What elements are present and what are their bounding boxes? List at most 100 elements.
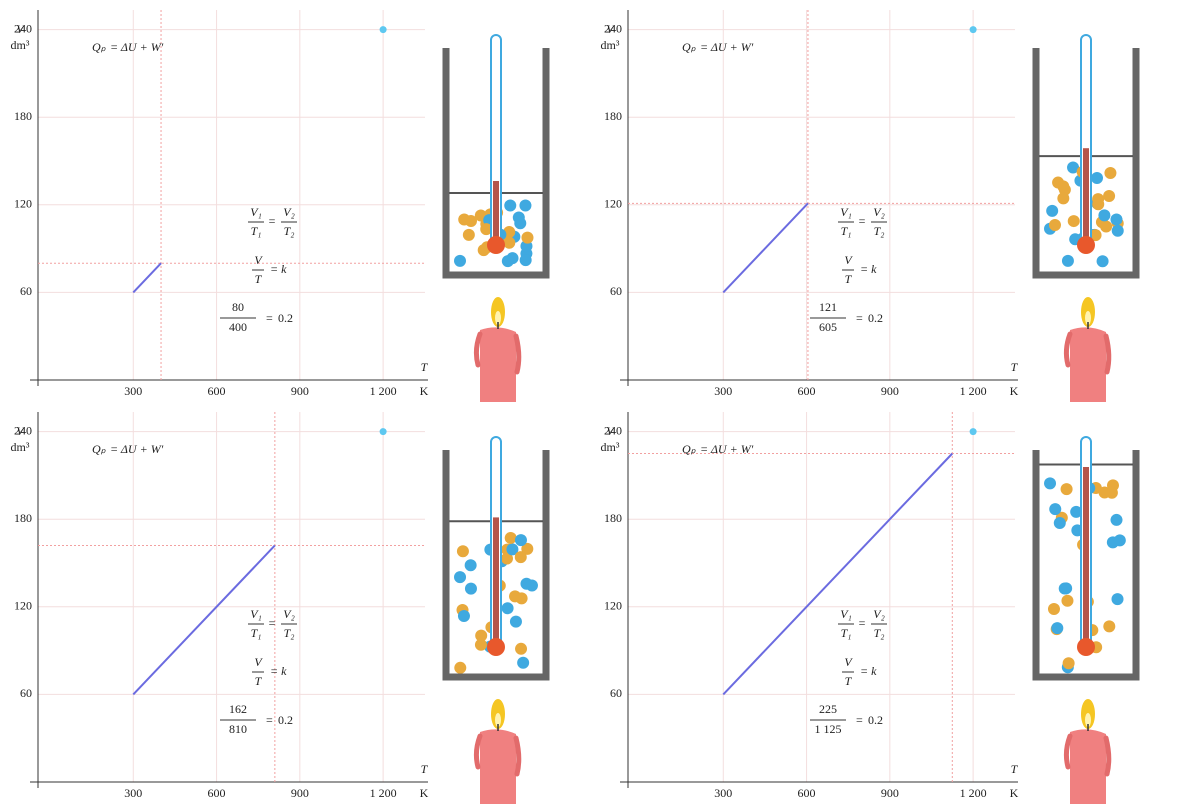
particle xyxy=(504,199,516,211)
y-axis-unit: dm³ xyxy=(601,440,620,454)
panel: 601201802403006009001 200Vdm³TKQₚ= ΔU + … xyxy=(11,412,546,804)
particle xyxy=(475,630,487,642)
law-left-numerator: V₁ xyxy=(250,205,262,219)
particle xyxy=(1068,215,1080,227)
y-tick-label: 180 xyxy=(604,109,622,123)
x-tick-label: 300 xyxy=(124,384,142,398)
const-denominator: T xyxy=(845,272,853,286)
data-line xyxy=(133,263,161,292)
law-op: = xyxy=(859,616,866,630)
const-denominator: T xyxy=(255,674,263,688)
particle xyxy=(515,551,527,563)
marker-point xyxy=(380,428,387,435)
x-axis-unit: K xyxy=(1010,786,1019,800)
readout-t: 605 xyxy=(819,320,837,334)
x-tick-label: 1 200 xyxy=(960,384,987,398)
heat-eq-lhs: Qₚ xyxy=(92,442,107,456)
data-line xyxy=(723,454,952,695)
particle xyxy=(505,532,517,544)
y-tick-label: 60 xyxy=(610,686,622,700)
particle xyxy=(454,571,466,583)
law-right-numerator: V₂ xyxy=(873,205,885,219)
particle xyxy=(1051,622,1063,634)
particle xyxy=(1104,167,1116,179)
particle xyxy=(521,232,533,244)
particle xyxy=(1111,514,1123,526)
readout-equals: = xyxy=(266,311,273,325)
const-numerator: V xyxy=(844,655,853,669)
heat-eq-rhs: = ΔU + W′ xyxy=(700,442,754,456)
law-right-denominator: T₂ xyxy=(874,626,885,640)
particle xyxy=(502,255,514,267)
x-axis-unit: K xyxy=(420,786,429,800)
readout-k: 0.2 xyxy=(868,311,883,325)
readout-k: 0.2 xyxy=(278,311,293,325)
x-axis-label: T xyxy=(1011,762,1019,776)
const-numerator: V xyxy=(254,253,263,267)
readout-t: 1 125 xyxy=(815,722,842,736)
law-left-denominator: T₁ xyxy=(251,626,262,640)
x-tick-label: 300 xyxy=(714,786,732,800)
law-op: = xyxy=(269,616,276,630)
law-left-numerator: V₁ xyxy=(840,205,852,219)
marker-point xyxy=(970,428,977,435)
law-right-numerator: V₂ xyxy=(873,607,885,621)
particle xyxy=(517,657,529,669)
x-tick-label: 600 xyxy=(208,384,226,398)
readout-k: 0.2 xyxy=(868,713,883,727)
y-axis-unit: dm³ xyxy=(11,38,30,52)
thermometer-bulb xyxy=(1077,638,1095,656)
simulation-screen: 601201802403006009001 200Vdm³TKQₚ= ΔU + … xyxy=(0,0,1179,804)
particle xyxy=(514,217,526,229)
particle xyxy=(1114,534,1126,546)
heat-eq-lhs: Qₚ xyxy=(682,442,697,456)
thermometer-liquid xyxy=(493,517,499,647)
heat-eq-lhs: Qₚ xyxy=(682,40,697,54)
candle xyxy=(1070,729,1106,804)
x-tick-label: 900 xyxy=(881,786,899,800)
readout-v: 121 xyxy=(819,300,837,314)
particle xyxy=(454,255,466,267)
const-numerator: V xyxy=(254,655,263,669)
data-line xyxy=(723,203,808,292)
particle xyxy=(520,254,532,266)
x-tick-label: 1 200 xyxy=(370,384,397,398)
thermometer-bulb xyxy=(487,638,505,656)
particle xyxy=(1110,213,1122,225)
law-op: = xyxy=(269,214,276,228)
y-tick-label: 180 xyxy=(604,511,622,525)
readout-equals: = xyxy=(856,311,863,325)
y-tick-label: 120 xyxy=(604,599,622,613)
x-tick-label: 600 xyxy=(208,786,226,800)
x-tick-label: 900 xyxy=(881,384,899,398)
x-tick-label: 300 xyxy=(714,384,732,398)
x-axis-unit: K xyxy=(420,384,429,398)
particle xyxy=(510,616,522,628)
x-tick-label: 1 200 xyxy=(960,786,987,800)
particle xyxy=(1112,593,1124,605)
y-tick-label: 120 xyxy=(14,197,32,211)
particle xyxy=(1097,255,1109,267)
particle xyxy=(1046,205,1058,217)
const-numerator: V xyxy=(844,253,853,267)
particle xyxy=(1106,487,1118,499)
marker-point xyxy=(970,26,977,33)
law-right-numerator: V₂ xyxy=(283,607,295,621)
panel: 601201802403006009001 200Vdm³TKQₚ= ΔU + … xyxy=(601,10,1136,402)
thermometer-liquid xyxy=(1083,467,1089,647)
y-axis-unit: dm³ xyxy=(11,440,30,454)
x-axis-label: T xyxy=(421,360,429,374)
particle xyxy=(1091,172,1103,184)
thermometer-liquid xyxy=(1083,148,1089,245)
x-axis-unit: K xyxy=(1010,384,1019,398)
particle xyxy=(1049,503,1061,515)
law-left-denominator: T₁ xyxy=(841,626,852,640)
heat-eq-rhs: = ΔU + W′ xyxy=(110,40,164,54)
particle xyxy=(1063,657,1075,669)
particle xyxy=(502,602,514,614)
readout-t: 400 xyxy=(229,320,247,334)
y-tick-label: 180 xyxy=(14,511,32,525)
y-tick-label: 120 xyxy=(14,599,32,613)
